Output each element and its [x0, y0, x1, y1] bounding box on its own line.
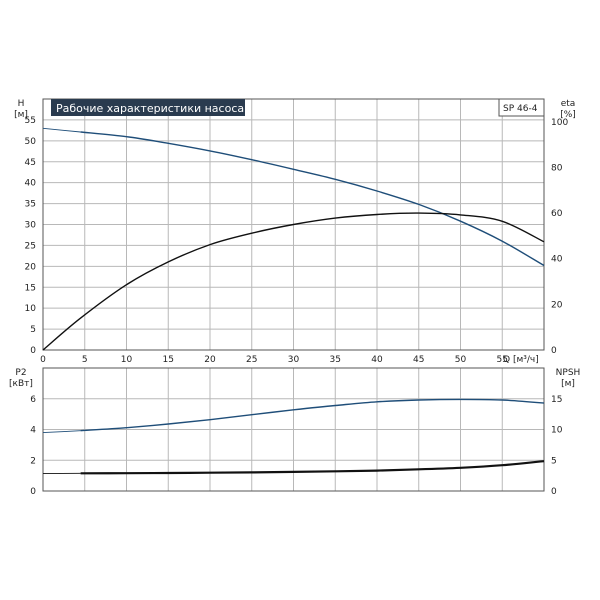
- y-tick-label-left: 25: [25, 241, 36, 251]
- y-tick-label-right: 20: [551, 300, 563, 310]
- y-tick-label-left: 6: [30, 395, 36, 405]
- model-box: [498, 98, 545, 117]
- series-line: [80, 460, 545, 475]
- y-tick-label-left: 15: [25, 283, 36, 293]
- y-tick-label-left: 10: [25, 304, 37, 314]
- x-tick-label: 20: [204, 355, 216, 365]
- left-axis-unit: [м]: [14, 110, 28, 120]
- model-label: SP 46-4: [503, 104, 538, 114]
- y-tick-label-left: 0: [30, 346, 36, 356]
- chart-title: Рабочие характеристики насоса: [56, 102, 244, 115]
- x-tick-label: 25: [246, 355, 257, 365]
- y-tick-label-left: 50: [25, 137, 37, 147]
- x-tick-label: 40: [371, 355, 383, 365]
- y-tick-label-left: 30: [25, 221, 37, 231]
- x-tick-label: 0: [40, 355, 46, 365]
- upper-panel: 0510152025303540455055020406080100H[м]et…: [14, 98, 576, 365]
- y-tick-label-left: 40: [25, 179, 37, 189]
- y-tick-label-left: 5: [30, 325, 36, 335]
- y-tick-label-left: 20: [25, 262, 37, 272]
- x-tick-label: 35: [330, 355, 341, 365]
- y-tick-label-right: 40: [551, 255, 563, 265]
- x-tick-label: 30: [288, 355, 300, 365]
- y-tick-label-left: 4: [30, 426, 36, 436]
- title-box: [51, 99, 245, 116]
- y-tick-label-right: 60: [551, 209, 563, 219]
- y-tick-label-right: 100: [551, 118, 568, 128]
- y-tick-label-left: 0: [30, 487, 36, 497]
- x-tick-label: 55: [497, 355, 508, 365]
- y-tick-label-right: 80: [551, 163, 563, 173]
- series-line: [80, 398, 545, 432]
- x-tick-label: 5: [82, 355, 88, 365]
- series-line-extension: [42, 430, 81, 434]
- x-tick-label: 15: [163, 355, 174, 365]
- plot-frame: [42, 98, 545, 351]
- right-axis-unit: [м]: [561, 379, 575, 389]
- y-tick-label-right: 5: [551, 456, 557, 466]
- left-axis-unit: [кВт]: [9, 379, 33, 389]
- left-axis-label: P2: [15, 368, 26, 378]
- x-tick-label: 45: [413, 355, 424, 365]
- y-tick-label-left: 55: [25, 116, 36, 126]
- left-axis-label: H: [18, 99, 25, 109]
- right-axis-unit: [%]: [560, 110, 576, 120]
- y-tick-label-right: 0: [551, 346, 557, 356]
- x-axis-label: Q [м³/ч]: [503, 355, 539, 365]
- y-tick-label-right: 10: [551, 426, 563, 436]
- y-tick-label-left: 35: [25, 200, 36, 210]
- y-tick-label-right: 15: [551, 395, 562, 405]
- y-tick-label-left: 2: [30, 456, 36, 466]
- x-tick-label: 10: [121, 355, 133, 365]
- y-tick-label-left: 45: [25, 158, 36, 168]
- series-line-extension: [42, 127, 81, 133]
- lower-panel: 0 2 4 6 0 5 10 15 P2[кВт] NPSH[м]: [9, 367, 581, 497]
- series-line: [42, 212, 545, 351]
- right-axis-label: eta: [561, 99, 576, 109]
- x-tick-label: 50: [455, 355, 467, 365]
- plot-frame: [42, 367, 545, 492]
- series-line: [80, 131, 545, 267]
- y-tick-label-right: 0: [551, 487, 557, 497]
- right-axis-label: NPSH: [556, 368, 581, 378]
